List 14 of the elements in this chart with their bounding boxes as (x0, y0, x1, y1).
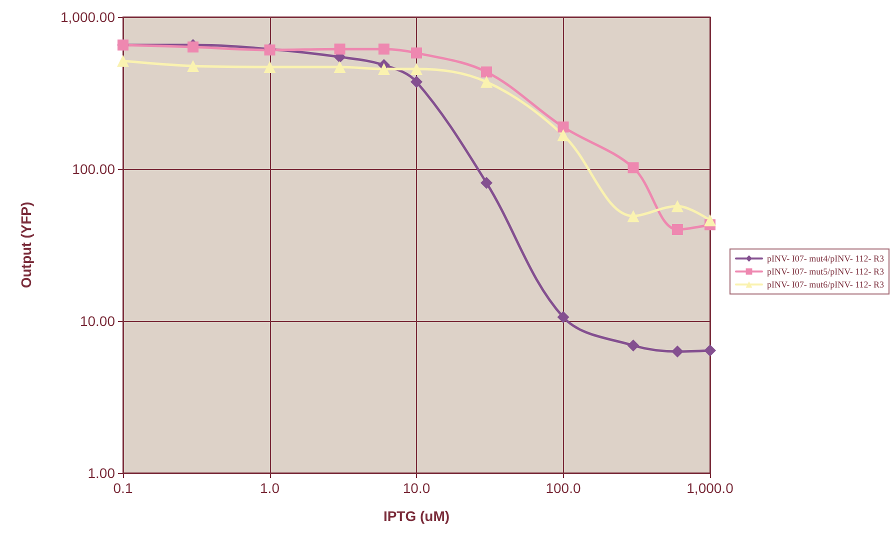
legend-label: pINV- I07- mut6/pINV- 112- R3 (767, 280, 884, 290)
y-tick-label: 10.00 (80, 313, 116, 329)
x-tick-label: 1,000.0 (686, 480, 734, 496)
x-axis-title: IPTG (uM) (383, 508, 450, 524)
x-tick-label: 100.0 (546, 480, 581, 496)
x-tick-label: 0.1 (113, 480, 133, 496)
y-tick-label: 1.00 (88, 465, 116, 481)
x-tick-label: 1.0 (260, 480, 280, 496)
x-tick-label: 10.0 (402, 480, 430, 496)
y-axis-title: Output (YFP) (18, 202, 34, 288)
y-tick-label: 1,000.00 (60, 9, 116, 25)
legend-label: pINV- I07- mut5/pINV- 112- R3 (767, 266, 884, 276)
legend-label: pINV- I07- mut4/pINV- 112- R3 (767, 254, 884, 264)
y-tick-label: 100.00 (72, 161, 116, 177)
